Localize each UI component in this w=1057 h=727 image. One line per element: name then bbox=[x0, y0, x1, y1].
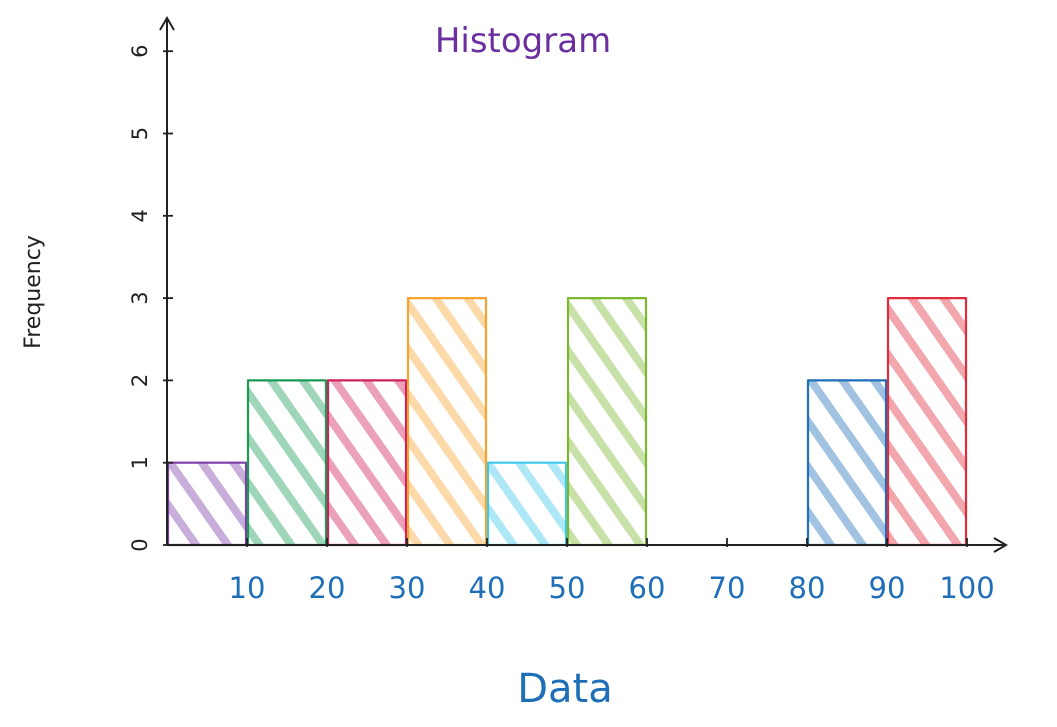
x-tick-label: 100 bbox=[939, 571, 994, 605]
y-tick-label: 4 bbox=[128, 209, 152, 222]
histogram-bar-50-60 bbox=[566, 297, 648, 547]
x-tick-label: 10 bbox=[229, 571, 266, 605]
bar-rect bbox=[806, 379, 888, 547]
bar-rect bbox=[246, 379, 328, 547]
histogram-bar-90-100 bbox=[886, 297, 968, 547]
histogram-bar-80-90 bbox=[806, 379, 888, 547]
axes bbox=[159, 16, 1008, 553]
y-tick-label: 1 bbox=[128, 456, 152, 469]
y-tick-label: 5 bbox=[128, 127, 152, 140]
histogram-bar-0-10 bbox=[166, 461, 248, 547]
histogram-bar-40-50 bbox=[486, 461, 568, 547]
y-tick-label: 3 bbox=[128, 291, 152, 304]
bar-rect bbox=[326, 379, 408, 547]
x-tick-label: 80 bbox=[789, 571, 826, 605]
y-tick-label: 0 bbox=[128, 538, 152, 551]
bar-rect bbox=[406, 297, 488, 547]
histogram-bar-10-20 bbox=[246, 379, 328, 547]
bar-rect bbox=[566, 297, 648, 547]
y-tick-label: 6 bbox=[128, 45, 152, 58]
x-tick-label: 50 bbox=[549, 571, 586, 605]
x-tick-label: 90 bbox=[869, 571, 906, 605]
histogram-bar-20-30 bbox=[326, 379, 408, 547]
x-tick-label: 60 bbox=[629, 571, 666, 605]
x-tick-label: 30 bbox=[389, 571, 426, 605]
bar-rect bbox=[886, 297, 968, 547]
histogram-bars bbox=[166, 297, 968, 547]
y-tick-label: 2 bbox=[128, 374, 152, 387]
bar-rect bbox=[486, 461, 568, 547]
y-axis-label: Frequency bbox=[21, 235, 46, 349]
y-tick-labels: 0 1 2 3 4 5 6 bbox=[128, 45, 152, 552]
x-axis-arrow-icon bbox=[993, 537, 1008, 553]
histogram-bar-30-40 bbox=[406, 297, 488, 547]
chart-title: Histogram bbox=[435, 21, 611, 61]
x-axis-label: Data bbox=[517, 666, 613, 712]
bar-rect bbox=[166, 461, 248, 547]
y-axis-arrow-icon bbox=[159, 16, 175, 31]
x-tick-label: 70 bbox=[709, 571, 746, 605]
x-tick-label: 20 bbox=[309, 571, 346, 605]
x-tick-label: 40 bbox=[469, 571, 506, 605]
x-tick-labels: 10 20 30 40 50 60 70 80 90 100 bbox=[229, 571, 995, 605]
